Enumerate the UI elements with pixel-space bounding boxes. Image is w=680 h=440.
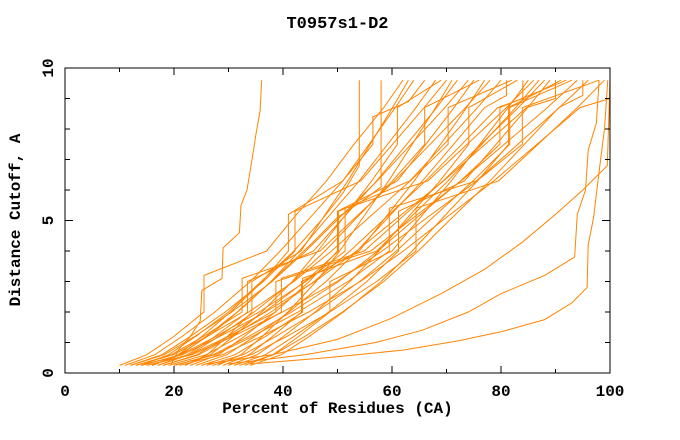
y-tick-label: 0 (40, 368, 58, 378)
model-curve (157, 79, 458, 366)
model-curve (250, 80, 609, 365)
y-tick-label: 10 (40, 58, 58, 77)
model-curve (141, 79, 535, 366)
x-tick-label: 0 (60, 383, 70, 401)
model-curve (152, 79, 437, 366)
model-curve (228, 79, 518, 366)
model-curve (195, 80, 507, 366)
model-curve (119, 79, 404, 366)
model-curve (173, 79, 589, 366)
model-curve (170, 80, 263, 365)
x-tick-label: 80 (491, 383, 510, 401)
model-curve (184, 79, 442, 366)
model-curve (217, 79, 453, 366)
x-tick-label: 100 (596, 383, 625, 401)
model-curve (141, 80, 556, 366)
model-curve (152, 80, 382, 366)
y-tick-label: 5 (40, 216, 58, 226)
model-curve (179, 80, 611, 366)
model-curve (244, 79, 529, 366)
model-curve (184, 79, 409, 366)
chart-title: T0957s1-D2 (286, 15, 389, 34)
model-curve (162, 79, 502, 366)
model-curve (135, 79, 491, 366)
model-curve (190, 79, 475, 366)
model-curve (239, 80, 584, 366)
model-curve (130, 79, 447, 366)
model-curve (173, 79, 567, 366)
model-curve (228, 80, 600, 365)
model-curve (130, 79, 469, 366)
x-tick-label: 60 (382, 383, 401, 401)
model-curve (157, 79, 480, 366)
y-axis-label: Distance Cutoff, A (7, 133, 25, 307)
x-axis-label: Percent of Residues (CA) (222, 400, 453, 418)
model-curve (233, 79, 551, 366)
model-curve (250, 79, 562, 366)
x-tick-label: 40 (273, 383, 292, 401)
model-curve (201, 79, 540, 366)
model-curve (146, 79, 578, 366)
model-curve (162, 80, 524, 366)
model-curve (206, 80, 611, 365)
x-tick-label: 20 (164, 383, 183, 401)
model-curve (146, 79, 600, 366)
model-curve (222, 79, 486, 366)
model-curve (135, 79, 513, 366)
